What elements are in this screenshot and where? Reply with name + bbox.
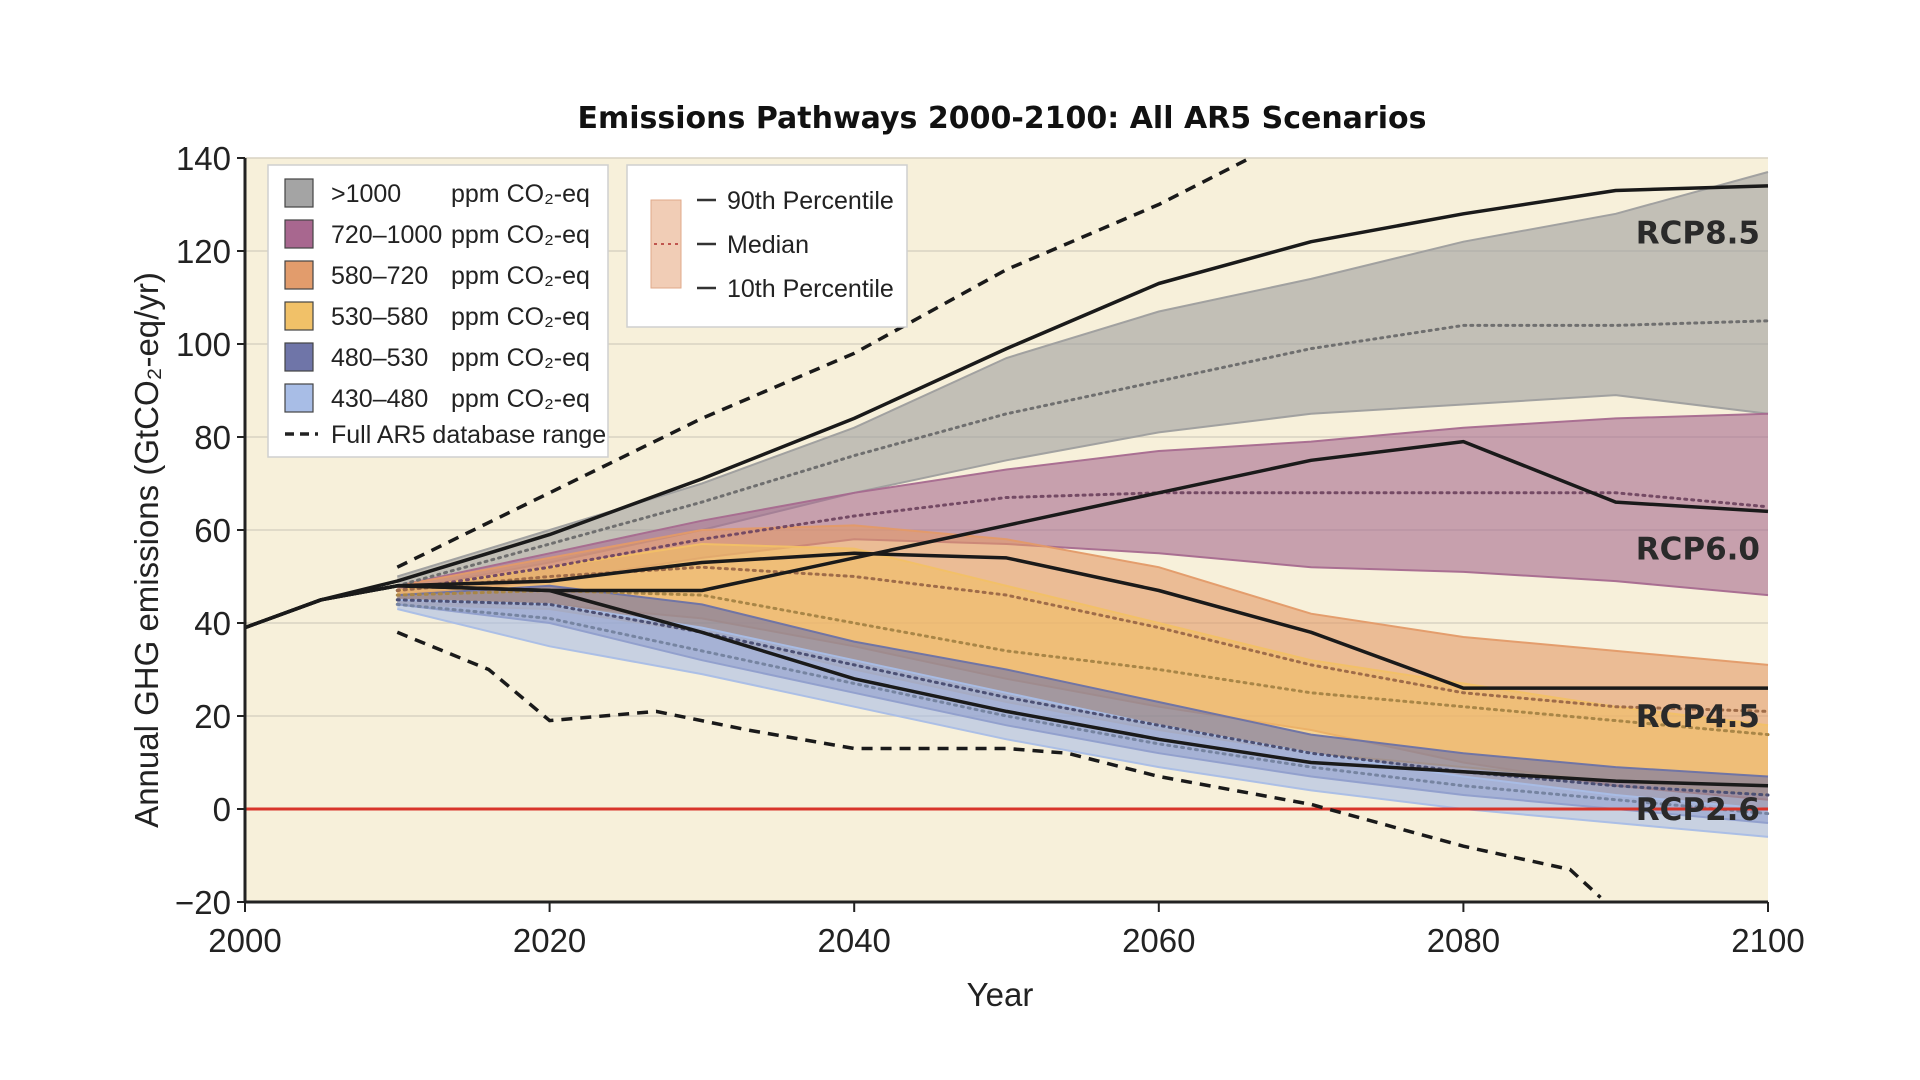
x-axis-label: Year bbox=[967, 976, 1034, 1013]
rcp-label: RCP6.0 bbox=[1636, 532, 1760, 568]
y-tick-label: 80 bbox=[194, 419, 231, 456]
rcp-labels: RCP8.5 RCP6.0 RCP4.5 RCP2.6 bbox=[1636, 215, 1760, 828]
legend-swatch bbox=[284, 342, 314, 372]
legend-swatch bbox=[284, 301, 314, 331]
legend-box bbox=[267, 164, 609, 458]
y-tick-label: 40 bbox=[194, 605, 231, 642]
legend-database-label: Full AR5 database range bbox=[331, 421, 606, 449]
legend-unit: ppm CO₂-eq bbox=[451, 221, 590, 249]
x-axis-ticks: 2000 2020 2040 2060 2080 2100 bbox=[208, 902, 1805, 959]
chart-title: Emissions Pathways 2000-2100: All AR5 Sc… bbox=[578, 101, 1427, 136]
database-range-upper bbox=[396, 156, 1251, 569]
band-median-line bbox=[395, 565, 1770, 713]
rcp-label: RCP8.5 bbox=[1636, 215, 1760, 251]
band-upper-edge bbox=[397, 598, 1769, 810]
y-tick-label: 60 bbox=[194, 512, 231, 549]
legend-swatch bbox=[284, 260, 314, 290]
band-median-line bbox=[395, 602, 1770, 816]
y-tick-label: 20 bbox=[194, 698, 231, 735]
band-median-line bbox=[395, 588, 1770, 737]
legend-rows: >1000 ppm CO₂-eq 720–1000 ppm CO₂-eq 580–720… bbox=[284, 178, 590, 413]
y-tick-label: 140 bbox=[176, 140, 231, 177]
y-tick-label: 100 bbox=[176, 326, 231, 363]
legend-range: 580–720 bbox=[331, 262, 428, 290]
legend-unit: ppm CO₂-eq bbox=[451, 344, 590, 372]
legend-10th: 10th Percentile bbox=[727, 275, 894, 303]
legend-percentiles: 90th Percentile Median 10th Percentile bbox=[626, 164, 908, 328]
median-lines bbox=[395, 319, 1770, 816]
rcp-line bbox=[244, 584, 1769, 788]
legend-median: Median bbox=[727, 231, 809, 259]
band-median-line bbox=[395, 319, 1770, 588]
rcp-lines bbox=[244, 184, 1769, 788]
x-tick-label: 2000 bbox=[208, 922, 281, 959]
percentile-legend-box bbox=[626, 164, 908, 328]
x-tick-label: 2060 bbox=[1122, 922, 1195, 959]
band-lower-edge bbox=[397, 608, 1769, 838]
band-area bbox=[397, 599, 1768, 837]
x-tick-label: 2020 bbox=[513, 922, 586, 959]
legend-concentration: >1000 ppm CO₂-eq 720–1000 ppm CO₂-eq 580–720… bbox=[267, 164, 609, 458]
legend-unit: ppm CO₂-eq bbox=[451, 385, 590, 413]
legend-range: 720–1000 bbox=[331, 221, 442, 249]
y-axis-label: Annual GHG emissions (GtCO₂-eq/yr) bbox=[128, 272, 165, 828]
rcp-label: RCP2.6 bbox=[1636, 792, 1760, 828]
legend-swatch bbox=[284, 383, 314, 413]
legend-range: >1000 bbox=[331, 180, 401, 208]
band-upper-edge bbox=[397, 542, 1769, 727]
rcp-line bbox=[244, 184, 1769, 630]
band-upper-edge bbox=[397, 524, 1769, 666]
band-median-line bbox=[395, 491, 1770, 592]
legend-90th: 90th Percentile bbox=[727, 187, 894, 215]
y-tick-label: 0 bbox=[213, 791, 231, 828]
band-upper-edge bbox=[397, 412, 1769, 587]
legend-unit: ppm CO₂-eq bbox=[451, 262, 590, 290]
band-upper-edge bbox=[397, 584, 1769, 778]
x-tick-label: 2040 bbox=[817, 922, 890, 959]
legend-swatch bbox=[284, 219, 314, 249]
legend-range: 430–480 bbox=[331, 385, 428, 413]
band-area bbox=[397, 172, 1768, 591]
band-median-line bbox=[395, 598, 1770, 797]
legend-range: 530–580 bbox=[331, 303, 428, 331]
legend-unit: ppm CO₂-eq bbox=[451, 180, 590, 208]
database-range-lower bbox=[396, 630, 1602, 899]
database-range-lines bbox=[396, 156, 1602, 899]
band-area bbox=[397, 544, 1768, 795]
y-tick-label: −20 bbox=[175, 884, 231, 921]
rcp-label: RCP4.5 bbox=[1636, 699, 1760, 735]
x-tick-label: 2100 bbox=[1731, 922, 1804, 959]
legend-swatch bbox=[284, 178, 314, 208]
legend-unit: ppm CO₂-eq bbox=[451, 303, 590, 331]
x-tick-label: 2080 bbox=[1427, 922, 1500, 959]
y-tick-label: 120 bbox=[176, 233, 231, 270]
legend-range: 480–530 bbox=[331, 344, 428, 372]
y-axis-ticks: −20 0 20 40 60 80 100 120 140 bbox=[175, 140, 245, 921]
